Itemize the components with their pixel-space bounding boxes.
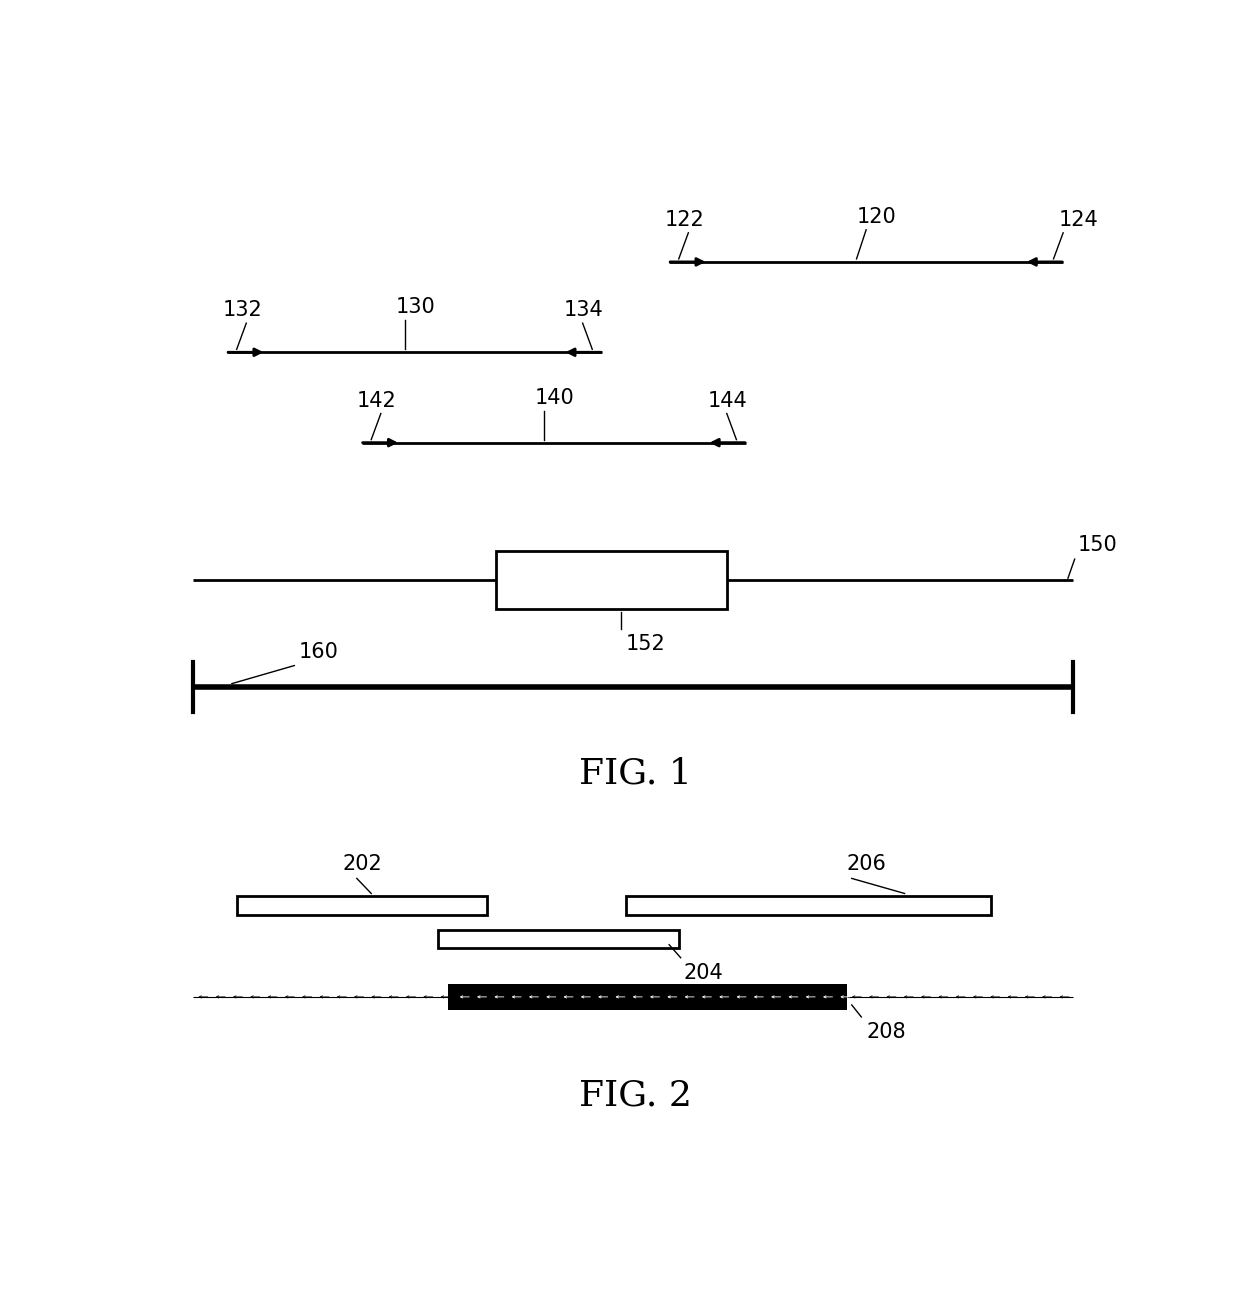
Text: 152: 152 (626, 635, 666, 655)
Text: 120: 120 (857, 207, 897, 227)
Text: 124: 124 (1058, 210, 1099, 230)
Text: 208: 208 (866, 1022, 905, 1042)
Text: 122: 122 (665, 210, 704, 230)
Bar (439, 930, 678, 948)
Text: 204: 204 (683, 962, 723, 983)
Text: FIG. 1: FIG. 1 (579, 758, 692, 792)
Text: 134: 134 (563, 300, 603, 321)
Text: 132: 132 (222, 300, 262, 321)
Bar (626, 896, 991, 914)
Text: 206: 206 (847, 854, 887, 875)
Bar (496, 552, 727, 609)
Bar (237, 896, 486, 914)
Text: 130: 130 (396, 297, 435, 317)
Text: 160: 160 (299, 642, 339, 661)
Bar (448, 983, 847, 1009)
Text: 144: 144 (708, 390, 748, 411)
Text: 150: 150 (1078, 535, 1117, 556)
Text: 140: 140 (534, 387, 574, 407)
Text: 142: 142 (357, 390, 397, 411)
Text: 202: 202 (342, 854, 382, 875)
Text: FIG. 2: FIG. 2 (579, 1078, 692, 1112)
